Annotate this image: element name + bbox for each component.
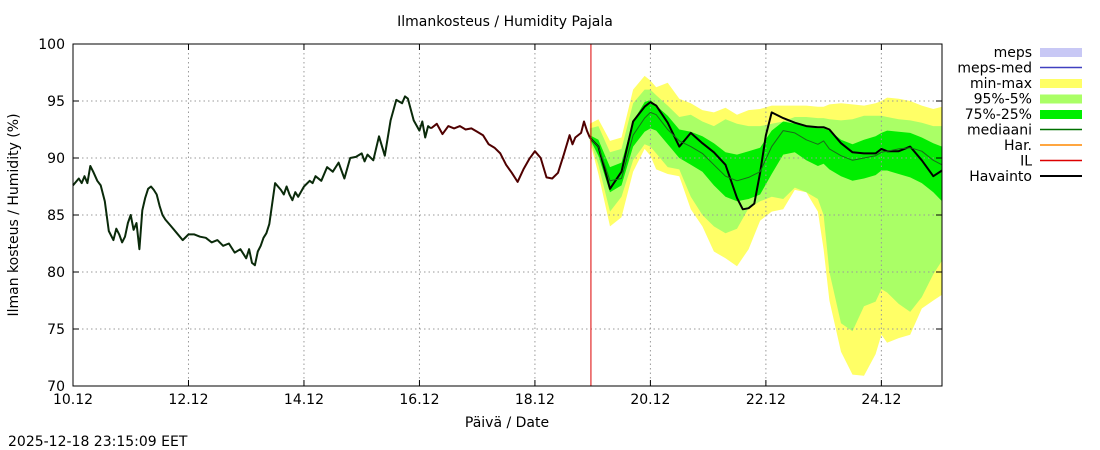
timestamp: 2025-12-18 23:15:09 EET: [8, 434, 188, 450]
legend-label: meps-med: [957, 61, 1032, 77]
band-75-25-: [589, 99, 942, 202]
y-tick-label: 100: [38, 37, 65, 53]
y-tick-label: 90: [47, 151, 65, 167]
legend-label: 75%-25%: [965, 107, 1032, 123]
y-tick-label: 95: [47, 94, 65, 110]
legend-label: 95%-5%: [974, 92, 1032, 108]
legend-label: mediaani: [967, 123, 1032, 139]
y-tick-label: 80: [47, 265, 65, 281]
series-lines: [72, 95, 943, 267]
chart-title: Ilmankosteus / Humidity Pajala: [397, 14, 613, 30]
legend-label: Havainto: [969, 169, 1032, 185]
y-tick-label: 75: [47, 322, 65, 338]
legend: mepsmeps-medmin-max95%-5%75%-25%mediaani…: [957, 45, 1082, 185]
axis-ticks: 70 75 80 85 90 95 100 10.12 12.12 14.12 16.12 18.12…: [38, 37, 942, 408]
x-axis-label: Päivä / Date: [465, 415, 549, 431]
series-havainto-forecast: [589, 101, 943, 211]
x-tick-label: 20.12: [630, 392, 670, 408]
y-tick-label: 85: [47, 208, 65, 224]
y-tick-label: 70: [47, 379, 65, 395]
legend-label: min-max: [970, 76, 1032, 92]
legend-swatch: [1040, 79, 1082, 88]
x-tick-label: 14.12: [284, 392, 324, 408]
legend-swatch: [1040, 94, 1082, 104]
legend-label: IL: [1020, 154, 1032, 170]
y-axis-label: Ilman kosteus / Humidity (%): [6, 113, 22, 316]
legend-label: Har.: [1004, 138, 1032, 154]
x-tick-label: 22.12: [746, 392, 786, 408]
series-havainto-history: [72, 95, 432, 267]
legend-swatch: [1040, 48, 1082, 57]
forecast-bands: [589, 75, 942, 376]
x-tick-label: 10.12: [53, 392, 93, 408]
series-mediaani: [589, 111, 943, 182]
grid: [73, 44, 942, 386]
legend-label: meps: [994, 45, 1032, 61]
legend-swatch: [1040, 110, 1082, 119]
x-tick-label: 24.12: [861, 392, 901, 408]
x-tick-label: 16.12: [399, 392, 439, 408]
series-havainto-recent: [430, 120, 591, 183]
x-tick-label: 12.12: [168, 392, 208, 408]
x-tick-label: 18.12: [515, 392, 555, 408]
